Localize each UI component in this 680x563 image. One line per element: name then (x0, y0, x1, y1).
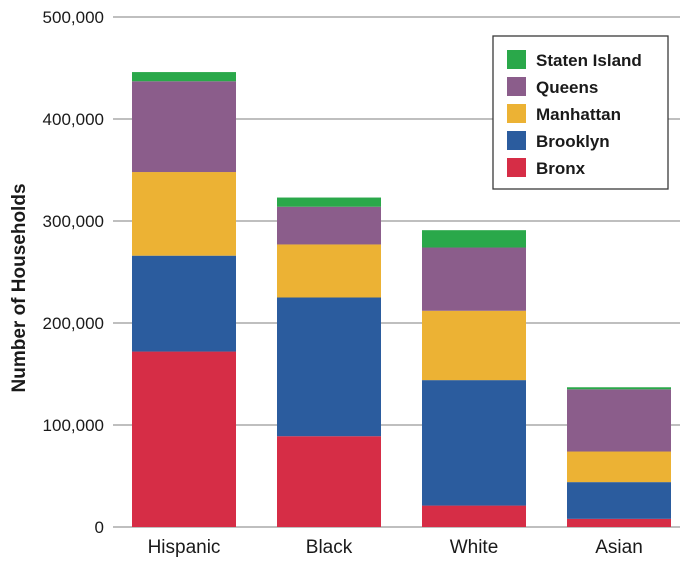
bar-segment-manhattan (277, 244, 381, 298)
bar-segment-queens (422, 247, 526, 311)
y-tick-label: 400,000 (43, 110, 104, 129)
bar-segment-brooklyn (132, 255, 236, 352)
bar-segment-bronx (567, 518, 671, 527)
x-axis-ticks: Hispanic Black White Asian (148, 537, 643, 558)
bar-segment-manhattan (132, 172, 236, 256)
bar-stack-hispanic (132, 72, 236, 527)
y-tick-label: 500,000 (43, 8, 104, 27)
legend-swatch (507, 50, 526, 69)
bar-segment-manhattan (422, 310, 526, 381)
bar-segment-staten-island (132, 72, 236, 82)
x-tick-label: Black (306, 537, 353, 558)
bars (132, 72, 671, 527)
bar-stack-white (422, 230, 526, 527)
legend-swatch (507, 77, 526, 96)
bar-segment-manhattan (567, 451, 671, 483)
bar-segment-queens (567, 389, 671, 452)
bar-segment-staten-island (422, 230, 526, 248)
legend-label: Bronx (536, 159, 586, 178)
legend-items: Staten Island Queens Manhattan Brooklyn Bron… (507, 50, 642, 178)
legend-label: Manhattan (536, 105, 621, 124)
bar-segment-bronx (422, 505, 526, 527)
bar-segment-staten-island (567, 387, 671, 390)
bar-segment-brooklyn (567, 482, 671, 519)
bar-segment-bronx (132, 351, 236, 527)
legend-swatch (507, 104, 526, 123)
x-tick-label: Asian (595, 537, 643, 558)
legend-label: Queens (536, 78, 598, 97)
legend-swatch (507, 158, 526, 177)
bar-segment-bronx (277, 436, 381, 527)
x-tick-label: White (450, 537, 499, 558)
y-tick-label: 100,000 (43, 416, 104, 435)
bar-segment-queens (132, 81, 236, 173)
bar-segment-queens (277, 206, 381, 245)
y-axis-ticks: 0 100,000 200,000 300,000 400,000 500,000 (43, 8, 104, 537)
legend-label: Staten Island (536, 51, 642, 70)
bar-segment-brooklyn (277, 297, 381, 437)
bar-stack-asian (567, 387, 671, 527)
y-tick-label: 300,000 (43, 212, 104, 231)
legend-label: Brooklyn (536, 132, 610, 151)
x-tick-label: Hispanic (148, 537, 221, 558)
bar-segment-brooklyn (422, 380, 526, 506)
y-tick-label: 0 (95, 518, 104, 537)
bar-stack-black (277, 197, 381, 527)
y-axis-title: Number of Households (9, 183, 30, 392)
bar-segment-staten-island (277, 197, 381, 207)
y-tick-label: 200,000 (43, 314, 104, 333)
legend: Staten Island Queens Manhattan Brooklyn Bron… (492, 35, 669, 190)
legend-swatch (507, 131, 526, 150)
